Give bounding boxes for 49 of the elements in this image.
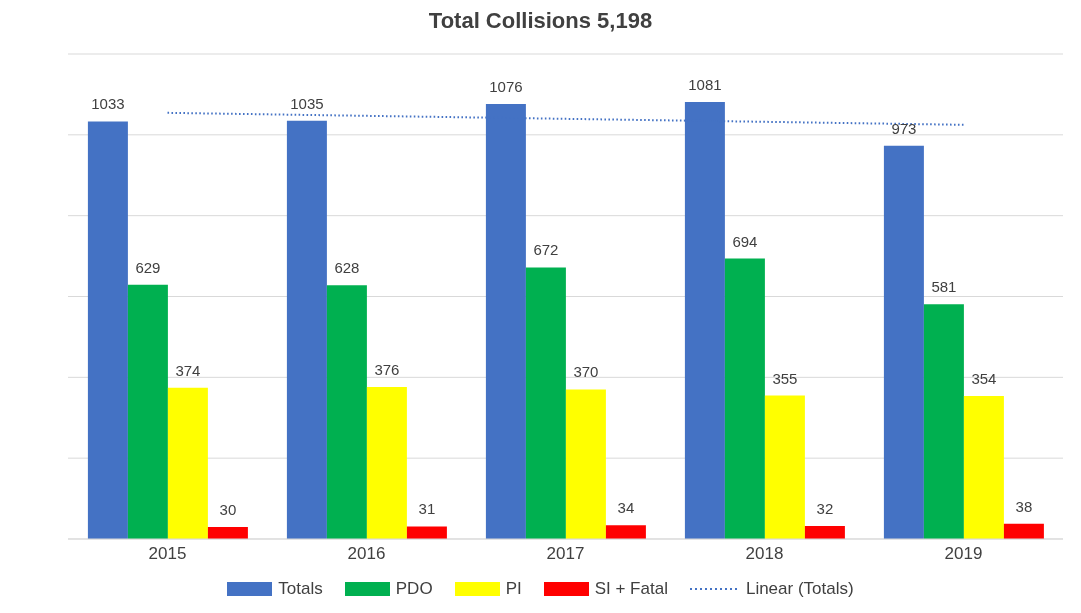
bar [923, 304, 964, 539]
bar [724, 258, 765, 539]
x-tick-label: 2019 [944, 544, 983, 564]
bar [127, 284, 168, 539]
data-label: 629 [135, 258, 161, 276]
data-label: 32 [816, 500, 834, 518]
data-label: 1033 [91, 95, 125, 113]
bar [565, 389, 606, 539]
bar [87, 121, 128, 539]
bar [1003, 523, 1044, 539]
data-label: 1035 [290, 94, 324, 112]
data-label: 355 [772, 369, 798, 387]
data-label: 376 [374, 361, 400, 379]
data-label: 370 [573, 363, 599, 381]
chart-title: Total Collisions 5,198 [427, 8, 654, 34]
x-tick-label: 2018 [745, 544, 784, 564]
bar [366, 387, 407, 539]
bar [207, 526, 248, 539]
data-label: 38 [1015, 497, 1033, 515]
data-label: 1076 [489, 78, 523, 96]
data-label: 581 [931, 278, 957, 296]
legend-label: Totals [278, 579, 323, 599]
bar [326, 285, 367, 539]
bar [963, 395, 1004, 539]
data-label: 34 [617, 499, 635, 517]
bar [167, 387, 208, 539]
legend-label: Linear (Totals) [745, 579, 854, 599]
data-label: 672 [533, 241, 559, 259]
x-tick-label: 2017 [546, 544, 585, 564]
data-label: 628 [334, 259, 360, 277]
bar [525, 267, 566, 539]
data-label: 30 [219, 500, 237, 518]
bar [883, 145, 924, 539]
bar [804, 526, 845, 539]
data-label: 1081 [688, 76, 722, 94]
x-tick-label: 2016 [347, 544, 386, 564]
legend-label: PI [505, 579, 522, 599]
data-label: 694 [732, 232, 758, 250]
legend-label: PDO [395, 579, 433, 599]
data-label: 354 [971, 369, 997, 387]
data-label: 31 [418, 500, 436, 518]
bar [605, 525, 646, 539]
data-label: 973 [891, 119, 917, 137]
bar [406, 526, 447, 539]
legend-label: SI + Fatal [594, 579, 668, 599]
x-tick-label: 2015 [148, 544, 187, 564]
bar [286, 120, 327, 539]
bar [764, 395, 805, 539]
data-label: 374 [175, 361, 201, 379]
